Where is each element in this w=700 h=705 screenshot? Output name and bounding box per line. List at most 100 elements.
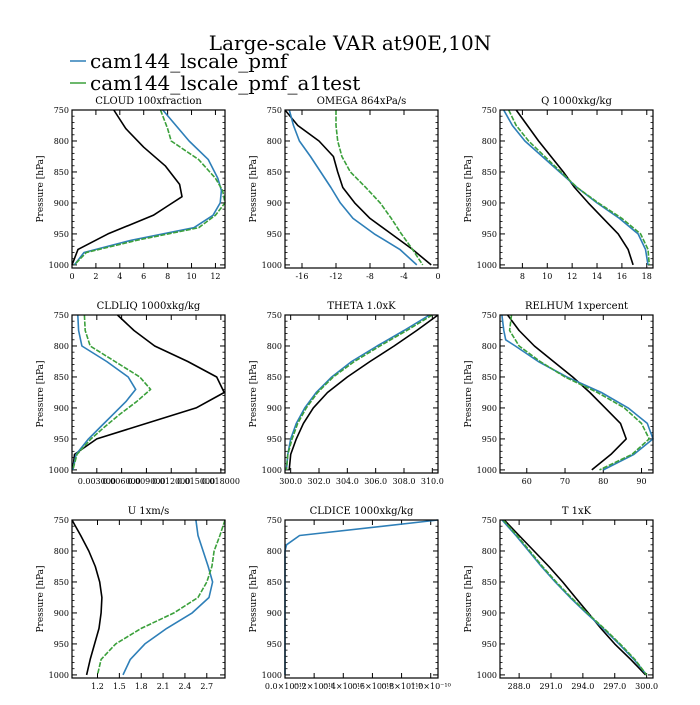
series-line-reference bbox=[72, 314, 225, 470]
series-line-cam144-lscale-pmf-a1test bbox=[502, 519, 648, 676]
y-tick-label: 950 bbox=[482, 640, 497, 649]
series-line-cam144-lscale-pmf bbox=[501, 314, 654, 471]
series-line-cam144-lscale-pmf bbox=[72, 314, 137, 471]
x-tick-label: 288.0 bbox=[508, 682, 531, 691]
y-tick-label: 800 bbox=[267, 342, 282, 351]
plot-frame bbox=[284, 519, 439, 679]
plot-frame bbox=[284, 314, 439, 474]
y-tick-label: 850 bbox=[267, 578, 282, 587]
panel-title-relhum: RELHUM 1xpercent bbox=[525, 301, 628, 312]
x-tick-label: -4 bbox=[400, 272, 408, 281]
x-tick-label: 0.0×10⁻¹⁰ bbox=[265, 682, 305, 691]
series-line-cam144-lscale-pmf bbox=[284, 519, 439, 675]
series-line-cam144-lscale-pmf bbox=[503, 109, 649, 266]
x-tick-label: 2.4 bbox=[179, 682, 192, 691]
x-tick-label: 310.0 bbox=[421, 477, 444, 486]
y-tick-label: 1000 bbox=[262, 671, 282, 680]
y-tick-label: 1000 bbox=[262, 261, 282, 270]
y-tick-label: 750 bbox=[267, 311, 282, 320]
x-tick-label: -12 bbox=[330, 272, 343, 281]
y-axis-label-omega: Pressure [hPa] bbox=[249, 155, 259, 222]
x-tick-label: 4 bbox=[117, 272, 122, 281]
series-line-reference bbox=[515, 109, 634, 266]
x-tick-label: 1.0×10⁻¹⁰ bbox=[411, 682, 451, 691]
x-tick-label: 1.2 bbox=[91, 682, 104, 691]
series-line-cam144-lscale-pmf-a1test bbox=[73, 109, 226, 266]
series-line-cam144-lscale-pmf bbox=[122, 519, 214, 676]
x-tick-label: 0 bbox=[435, 272, 440, 281]
x-tick-label: 2.7 bbox=[200, 682, 213, 691]
panel-title-t: T 1xK bbox=[562, 506, 592, 517]
y-tick-label: 900 bbox=[267, 404, 282, 413]
x-tick-label: 12 bbox=[567, 272, 577, 281]
series-line-reference bbox=[284, 109, 432, 266]
y-tick-label: 750 bbox=[482, 516, 497, 525]
x-tick-label: 306.0 bbox=[364, 477, 387, 486]
x-tick-label: 8 bbox=[520, 272, 525, 281]
y-tick-label: 750 bbox=[54, 106, 69, 115]
y-tick-label: 900 bbox=[482, 609, 497, 618]
y-tick-label: 800 bbox=[482, 547, 497, 556]
x-tick-label: 300.0 bbox=[635, 682, 658, 691]
y-tick-label: 950 bbox=[267, 640, 282, 649]
y-axis-label-theta: Pressure [hPa] bbox=[249, 360, 259, 427]
y-tick-label: 950 bbox=[267, 230, 282, 239]
y-tick-label: 950 bbox=[482, 435, 497, 444]
panel-q: Q 1000xkg/kg Pressure [hPa] 750 800 850 900 95… bbox=[464, 96, 654, 281]
series-line-reference bbox=[71, 109, 183, 266]
y-axis-label-cldliq: Pressure [hPa] bbox=[36, 360, 46, 427]
y-tick-label: 850 bbox=[267, 168, 282, 177]
series-line-cam144-lscale-pmf-a1test bbox=[72, 314, 152, 471]
x-tick-label: 6 bbox=[141, 272, 146, 281]
y-tick-label: 950 bbox=[482, 230, 497, 239]
y-tick-label: 800 bbox=[54, 547, 69, 556]
panel-title-theta: THETA 1.0xK bbox=[327, 301, 396, 312]
panel-t: T 1xK Pressure [hPa] 750 800 850 900 950 1000 28… bbox=[464, 506, 658, 691]
y-axis-label-u: Pressure [hPa] bbox=[36, 565, 46, 632]
y-tick-label: 800 bbox=[482, 342, 497, 351]
y-axis-label-cldice: Pressure [hPa] bbox=[249, 565, 259, 632]
series-line-cam144-lscale-pmf bbox=[285, 314, 430, 470]
panel-title-u: U 1xm/s bbox=[128, 506, 170, 517]
x-tick-label: 70 bbox=[560, 477, 570, 486]
y-tick-label: 850 bbox=[482, 168, 497, 177]
series-line-reference bbox=[506, 314, 628, 471]
x-tick-label: 2.1 bbox=[157, 682, 170, 691]
x-tick-label: 18 bbox=[642, 272, 652, 281]
panel-cldliq: CLDLIQ 1000xkg/kg Pressure [hPa] 750 800 850… bbox=[36, 301, 240, 486]
series-line-cam144-lscale-pmf-a1test bbox=[96, 519, 226, 676]
series-line-cam144-lscale-pmf bbox=[288, 109, 418, 266]
x-tick-label: 12 bbox=[210, 272, 220, 281]
y-tick-label: 850 bbox=[482, 373, 497, 382]
y-tick-label: 900 bbox=[54, 199, 69, 208]
x-tick-label: 0.003000 bbox=[78, 477, 116, 486]
y-tick-label: 900 bbox=[54, 404, 69, 413]
x-tick-label: 10 bbox=[186, 272, 196, 281]
plot-frame bbox=[499, 519, 654, 679]
x-tick-label: 2 bbox=[93, 272, 98, 281]
x-tick-label: 90 bbox=[636, 477, 646, 486]
x-tick-label: 8 bbox=[165, 272, 170, 281]
panel-relhum: RELHUM 1xpercent Pressure [hPa] 750 800 850 9… bbox=[464, 301, 654, 486]
series-line-reference bbox=[288, 314, 439, 470]
y-tick-label: 950 bbox=[54, 640, 69, 649]
y-axis-label-t: Pressure [hPa] bbox=[464, 565, 474, 632]
plot-frame bbox=[71, 519, 226, 679]
x-tick-label: 14 bbox=[592, 272, 602, 281]
legend-label-series-2: cam144_lscale_pmf_a1test bbox=[90, 71, 360, 95]
x-tick-label: 308.0 bbox=[393, 477, 416, 486]
y-tick-label: 1000 bbox=[477, 466, 497, 475]
panel-title-q: Q 1000xkg/kg bbox=[541, 96, 612, 107]
panel-omega: OMEGA 864xPa/s Pressure [hPa] 750 800 850 900… bbox=[249, 96, 441, 281]
x-tick-label: 80 bbox=[598, 477, 608, 486]
series-line-reference bbox=[503, 519, 647, 676]
y-tick-label: 750 bbox=[482, 106, 497, 115]
series-line-cam144-lscale-pmf-a1test bbox=[285, 314, 433, 470]
y-tick-label: 750 bbox=[482, 311, 497, 320]
figure-title: Large-scale VAR at90E,10N bbox=[209, 31, 491, 55]
panel-theta: THETA 1.0xK Pressure [hPa] 750 800 850 900 950… bbox=[249, 301, 444, 486]
y-tick-label: 850 bbox=[54, 578, 69, 587]
panel-title-omega: OMEGA 864xPa/s bbox=[317, 96, 407, 107]
y-tick-label: 750 bbox=[54, 311, 69, 320]
